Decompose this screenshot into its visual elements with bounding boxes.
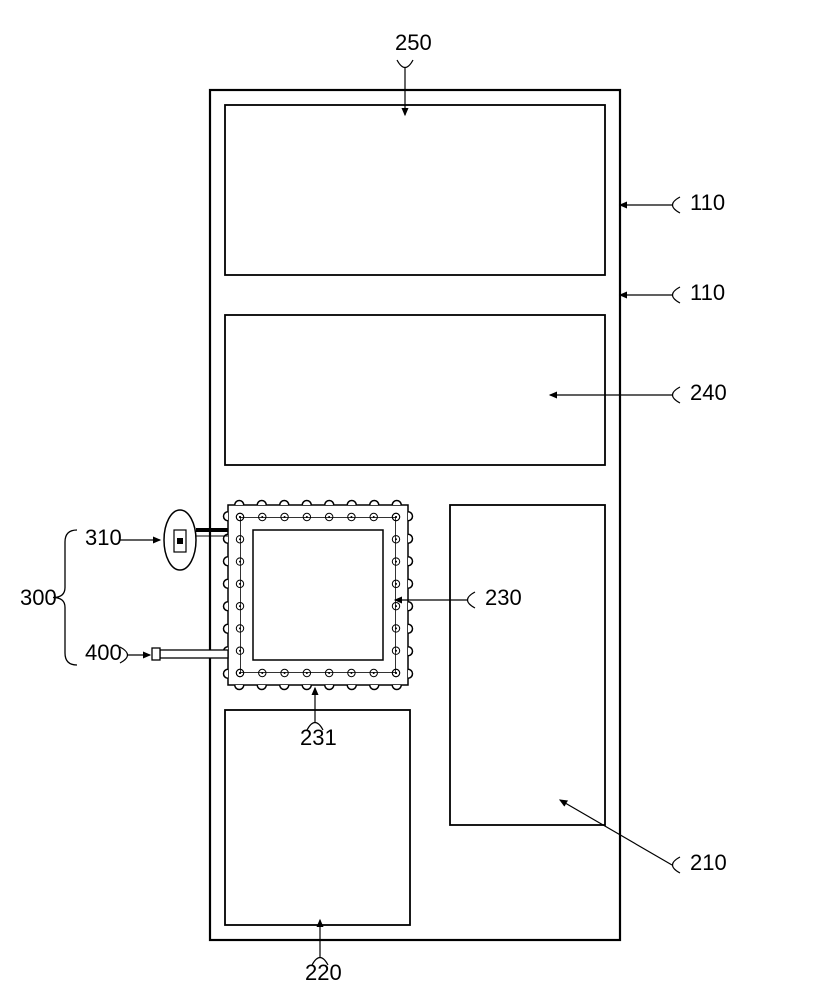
stamp-dot-center bbox=[395, 627, 397, 629]
stamp-bump bbox=[302, 685, 311, 690]
stamp-dot-center bbox=[395, 650, 397, 652]
stamp-dot-center bbox=[395, 605, 397, 607]
stamp-bump bbox=[325, 685, 334, 690]
stamp-bump bbox=[257, 501, 266, 506]
stamp-dot-center bbox=[395, 538, 397, 540]
stamp-dot-center bbox=[328, 516, 330, 518]
stamp-dot-center bbox=[306, 516, 308, 518]
stamp-bump bbox=[408, 512, 413, 521]
stamp-bump bbox=[347, 501, 356, 506]
stamp-bump bbox=[408, 602, 413, 611]
stamp-dot-center bbox=[239, 627, 241, 629]
stamp-dot-center bbox=[239, 516, 241, 518]
stamp-bump bbox=[408, 647, 413, 656]
stamp-bump bbox=[392, 501, 401, 506]
stamp-outer-base bbox=[228, 505, 408, 685]
stamp-bump bbox=[408, 669, 413, 678]
stamp-bump bbox=[280, 501, 289, 505]
leader bbox=[312, 920, 328, 965]
stamp-bump bbox=[347, 685, 356, 690]
label-l110a: 110 bbox=[690, 190, 725, 215]
stamp-mid bbox=[241, 518, 396, 673]
stamp-dot-center bbox=[395, 672, 397, 674]
stamp-dot-center bbox=[284, 672, 286, 674]
stamp-dot-center bbox=[239, 650, 241, 652]
stamp-dot-center bbox=[239, 538, 241, 540]
leader bbox=[397, 60, 413, 115]
stamp-inner bbox=[253, 530, 383, 660]
stamp-dot-center bbox=[306, 672, 308, 674]
stamp-bump bbox=[392, 685, 401, 690]
panel-250 bbox=[225, 105, 605, 275]
label-l231: 231 bbox=[300, 725, 337, 750]
stamp-bump bbox=[302, 501, 311, 506]
handle-400-bar bbox=[160, 650, 228, 658]
stamp-dot-center bbox=[350, 672, 352, 674]
stamp-bump bbox=[370, 685, 379, 690]
stamp-bump bbox=[280, 685, 289, 689]
handle-310-slot-inner bbox=[177, 538, 183, 544]
label-l220: 220 bbox=[305, 960, 342, 985]
stamp-bump bbox=[235, 685, 244, 690]
handle-400-knob bbox=[152, 648, 160, 660]
leader bbox=[395, 592, 475, 608]
leader bbox=[620, 287, 680, 303]
stamp-dot-center bbox=[284, 516, 286, 518]
stamp-dot-center bbox=[395, 583, 397, 585]
stamp-dot-center bbox=[373, 672, 375, 674]
stamp-bump bbox=[224, 557, 229, 566]
stamp-bump bbox=[224, 579, 229, 588]
stamp-bump bbox=[325, 501, 334, 506]
label-l310: 310 bbox=[85, 525, 122, 550]
panel-240 bbox=[225, 315, 605, 465]
label-l240: 240 bbox=[690, 380, 727, 405]
leader bbox=[550, 387, 680, 403]
leader bbox=[620, 197, 680, 213]
leader bbox=[307, 688, 323, 730]
label-l110b: 110 bbox=[690, 280, 725, 305]
stamp-dot-center bbox=[239, 605, 241, 607]
label-l230: 230 bbox=[485, 585, 522, 610]
panel-210 bbox=[450, 505, 605, 825]
stamp-dot-center bbox=[328, 672, 330, 674]
stamp-bump bbox=[257, 685, 266, 690]
stamp-bump bbox=[408, 624, 413, 633]
stamp-dot-center bbox=[239, 561, 241, 563]
stamp-bump bbox=[370, 501, 379, 506]
stamp-dot-center bbox=[395, 561, 397, 563]
stamp-bump bbox=[224, 669, 229, 678]
stamp-dot-center bbox=[261, 516, 263, 518]
stamp-dot-center bbox=[395, 516, 397, 518]
stamp-bump bbox=[408, 557, 413, 566]
stamp-bump bbox=[224, 512, 229, 521]
label-l400: 400 bbox=[85, 640, 122, 665]
stamp-dot-center bbox=[261, 672, 263, 674]
stamp-dot-center bbox=[373, 516, 375, 518]
label-l210: 210 bbox=[690, 850, 727, 875]
leader bbox=[120, 647, 150, 663]
stamp-dot-center bbox=[239, 672, 241, 674]
label-l250: 250 bbox=[395, 30, 432, 55]
stamp-bump bbox=[408, 579, 413, 588]
stamp-bump bbox=[224, 624, 229, 633]
outer-frame bbox=[210, 90, 620, 940]
stamp-bump bbox=[224, 602, 229, 611]
stamp-bump bbox=[408, 534, 413, 543]
stamp-bump bbox=[235, 501, 244, 506]
label-l300: 300 bbox=[20, 585, 57, 610]
stamp-dot-center bbox=[350, 516, 352, 518]
stamp-dot-center bbox=[239, 583, 241, 585]
